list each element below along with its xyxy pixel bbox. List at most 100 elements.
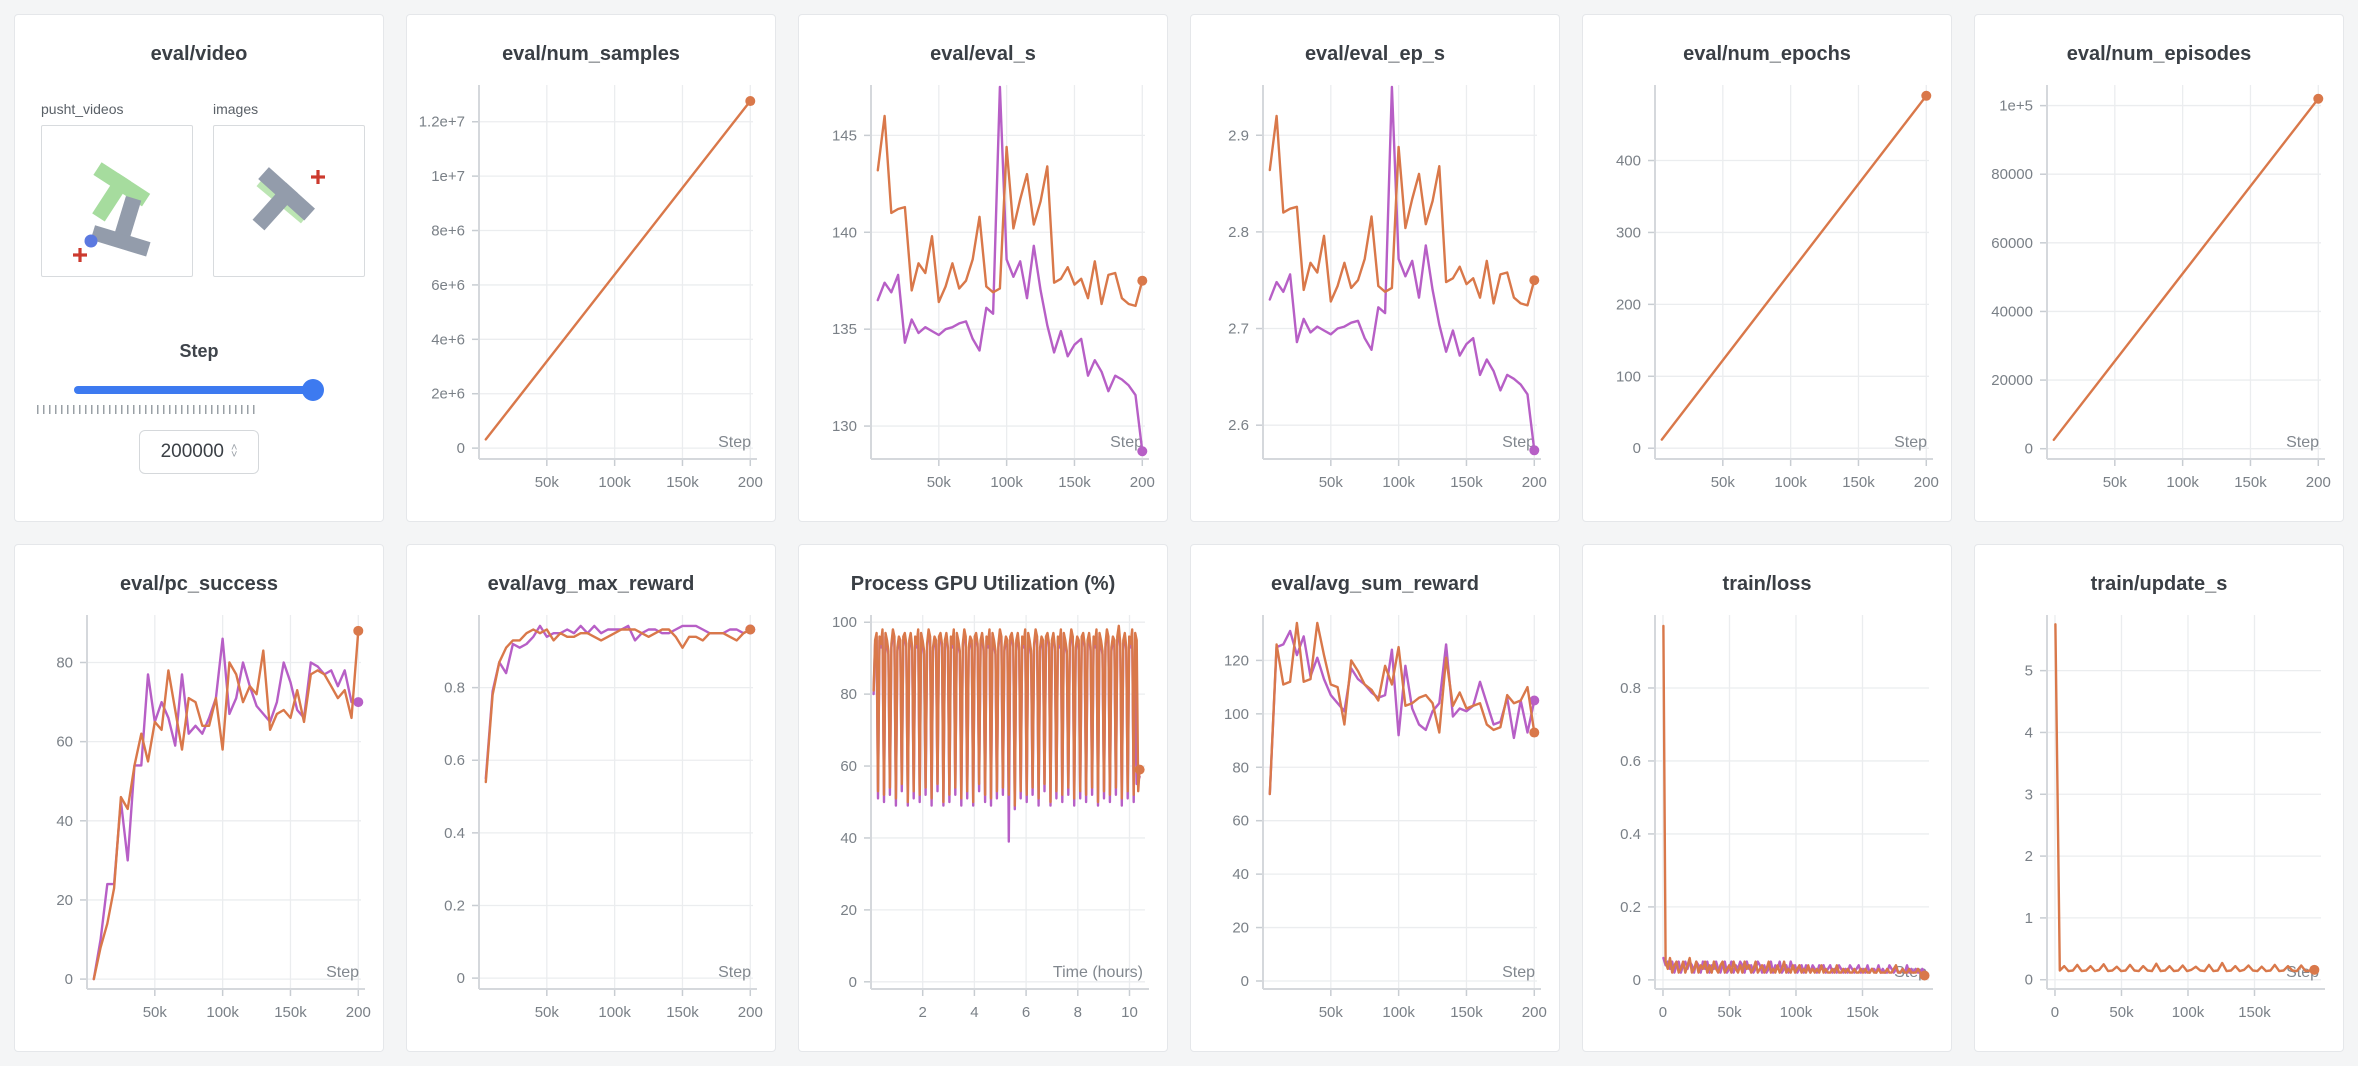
y-tick-label: 135: [832, 321, 857, 338]
y-tick-label: 400: [1616, 153, 1641, 170]
x-tick-label: 100k: [1382, 1004, 1415, 1021]
chart-panel-eval-avg_sum_reward[interactable]: eval/avg_sum_reward 0 20 40 60 80 100 120 50k 10…: [1190, 544, 1560, 1052]
media-block-pusht-videos: pusht_videos: [41, 101, 193, 277]
series-end-dot-orange: [2309, 964, 2320, 975]
y-tick-label: 0.2: [444, 897, 465, 914]
series-end-dot-orange: [2313, 93, 2324, 104]
chart-panel-train-loss[interactable]: train/loss 0 0.2 0.4 0.6 0.8 0 50k 100k 150k Step: [1582, 544, 1952, 1052]
y-tick-label: 2.8: [1228, 224, 1249, 241]
y-tick-label: 2.6: [1228, 417, 1249, 434]
step-value: 200000: [160, 441, 224, 462]
chart-title: eval/num_samples: [502, 43, 680, 65]
y-tick-label: 0: [849, 974, 857, 991]
y-tick-label: 1e+5: [1999, 98, 2033, 115]
y-tick-label: 20: [1232, 920, 1249, 937]
agent-dot: [84, 234, 98, 248]
chart-title: eval/pc_success: [120, 573, 278, 595]
series-line-orange: [1662, 624, 1926, 978]
media-label: images: [213, 101, 259, 117]
chart-panel-eval-pc_success[interactable]: eval/pc_success 0 20 40 60 80 50k 100k 150k 200 S…: [14, 544, 384, 1052]
y-tick-label: 40000: [1991, 303, 2033, 320]
y-tick-label: 0: [65, 971, 73, 988]
slider-track[interactable]: [74, 386, 312, 394]
stepper-up-icon[interactable]: ˄: [230, 442, 238, 454]
step-number-input[interactable]: 200000 ˄ ˅: [139, 430, 259, 474]
chart-plot: 2.6 2.7 2.8 2.9 50k 100k 150k 200 Step: [1228, 85, 1547, 491]
chart-panel-eval-num_epochs[interactable]: eval/num_epochs 0 100 200 300 400 50k 100k 150k…: [1582, 14, 1952, 522]
x-tick-label: 6: [1022, 1004, 1030, 1021]
y-tick-label: 80: [1232, 759, 1249, 776]
series-line-orange: [484, 628, 752, 784]
pusht-video-thumbnail[interactable]: [41, 125, 193, 277]
y-tick-label: 100: [1616, 368, 1641, 385]
y-tick-label: 40: [840, 830, 857, 847]
y-tick-label: 2.7: [1228, 321, 1249, 338]
x-tick-label: 50k: [535, 474, 560, 491]
x-tick-label: 150k: [666, 474, 699, 491]
x-tick-label: 100k: [1382, 474, 1415, 491]
series-end-dot-purple: [1137, 446, 1148, 457]
y-tick-label: 120: [1224, 652, 1249, 669]
series-end-dot-orange: [1529, 275, 1540, 286]
x-tick-label: 200: [1522, 474, 1547, 491]
x-tick-label: 100k: [206, 1004, 239, 1021]
y-tick-label: 60: [56, 734, 73, 751]
chart-title: eval/num_episodes: [2066, 43, 2252, 65]
y-tick-label: 100: [1224, 706, 1249, 723]
y-tick-label: 130: [832, 418, 857, 435]
panel-eval-video[interactable]: eval/video pusht_videos: [14, 14, 384, 522]
stepper-down-icon[interactable]: ˅: [230, 449, 238, 461]
media-row: pusht_videos: [41, 101, 383, 277]
x-tick-label: 8: [1074, 1004, 1082, 1021]
chart-panel-eval-eval_s[interactable]: eval/eval_s 130 135 140 145 50k 100k 150k 200 St…: [798, 14, 1168, 522]
media-label: pusht_videos: [41, 101, 124, 117]
y-tick-label: 100: [832, 614, 857, 631]
y-tick-label: 60000: [1991, 235, 2033, 252]
chart-plot: 130 135 140 145 50k 100k 150k 200 Step: [832, 85, 1155, 491]
goal-cross-icon: [311, 170, 325, 184]
chart-plot: 0 20 40 60 80 50k 100k 150k 200 Step: [56, 615, 371, 1021]
series-end-dot-orange: [1137, 275, 1148, 286]
y-tick-label: 1: [2025, 910, 2033, 927]
slider-tick-ruler: [37, 405, 259, 414]
y-tick-label: 0.4: [444, 825, 465, 842]
x-tick-label: 150k: [274, 1004, 307, 1021]
series-line-purple: [1268, 629, 1536, 796]
series-end-dot-orange: [1134, 764, 1145, 775]
chart-title: eval/eval_s: [930, 43, 1036, 65]
images-thumbnail[interactable]: [213, 125, 365, 277]
y-tick-label: 145: [832, 127, 857, 144]
chart-panel-gpu-utilization[interactable]: Process GPU Utilization (%) 0 20 40 60 80 100…: [798, 544, 1168, 1052]
chart-panel-eval-num_episodes[interactable]: eval/num_episodes 0 20000 40000 60000 80000 1…: [1974, 14, 2344, 522]
x-tick-label: 150k: [2234, 474, 2267, 491]
chart-panel-eval-num_samples[interactable]: eval/num_samples 0 2e+6 4e+6 6e+6 8e+6 1e+7 1.…: [406, 14, 776, 522]
chart-plot: 0 100 200 300 400 50k 100k 150k 200 Step: [1616, 85, 1939, 491]
x-tick-label: 100k: [1774, 474, 1807, 491]
chart-panel-train-update_s[interactable]: train/update_s 0 1 2 3 4 5 0 50k 100k 150k Step: [1974, 544, 2344, 1052]
chart-plot: 0 20000 40000 60000 80000 1e+5 50k 100k 150k 200 S…: [1991, 85, 2331, 491]
y-tick-label: 80000: [1991, 166, 2033, 183]
y-tick-label: 40: [1232, 866, 1249, 883]
y-tick-label: 20: [840, 902, 857, 919]
x-tick-label: 10: [1121, 1004, 1138, 1021]
x-tick-label: 200: [1130, 474, 1155, 491]
x-tick-label: 100k: [2166, 474, 2199, 491]
step-slider[interactable]: [74, 378, 324, 402]
y-tick-label: 0: [457, 440, 465, 457]
chart-title: eval/avg_max_reward: [487, 573, 695, 595]
series-line-orange: [1268, 621, 1536, 796]
x-tick-label: 100k: [990, 474, 1023, 491]
chart-panel-eval-avg_max_reward[interactable]: eval/avg_max_reward 0 0.2 0.4 0.6 0.8 50k 100k…: [406, 544, 776, 1052]
y-tick-label: 20000: [1991, 372, 2033, 389]
step-slider-label: Step: [179, 341, 219, 361]
gray-t-shape: [90, 195, 151, 257]
chart-title: eval/num_epochs: [1683, 43, 1851, 65]
y-tick-label: 1.2e+7: [419, 114, 465, 131]
slider-thumb[interactable]: [302, 379, 324, 401]
chart-panel-eval-eval_ep_s[interactable]: eval/eval_ep_s 2.6 2.7 2.8 2.9 50k 100k 150k 20…: [1190, 14, 1560, 522]
stepper-arrows-icon[interactable]: ˄ ˅: [230, 442, 238, 461]
x-tick-label: 50k: [1717, 1004, 1742, 1021]
x-tick-label: 100k: [2172, 1004, 2205, 1021]
series-line-orange: [92, 629, 360, 981]
